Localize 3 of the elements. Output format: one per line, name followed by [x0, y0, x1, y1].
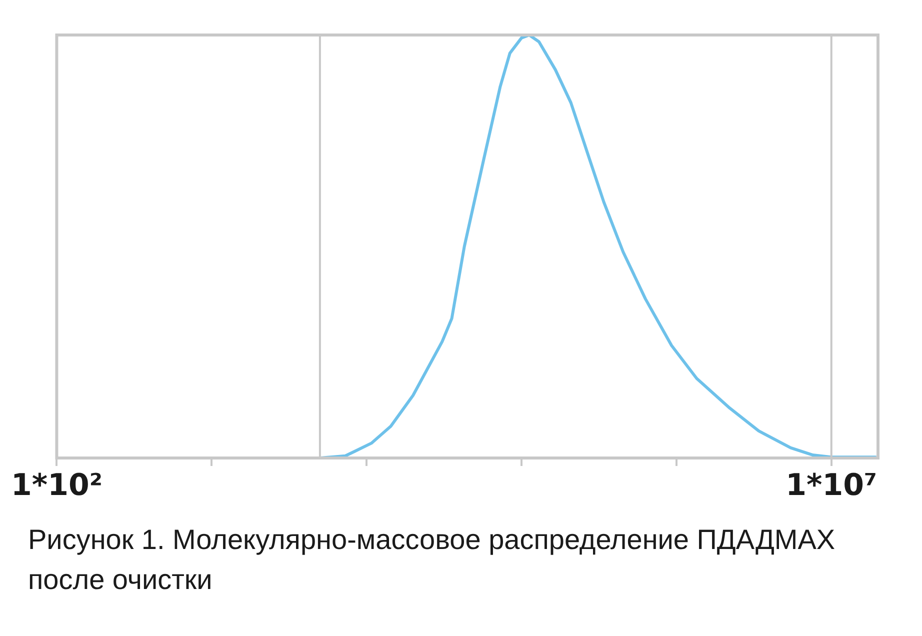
- x-tick-label: 1*10²: [11, 468, 102, 503]
- x-tick-label: 1*10⁷: [786, 468, 878, 503]
- text: Рисунок 1. Молекулярно-массовое распределение ПДАДМАХ после очистки: [28, 523, 836, 597]
